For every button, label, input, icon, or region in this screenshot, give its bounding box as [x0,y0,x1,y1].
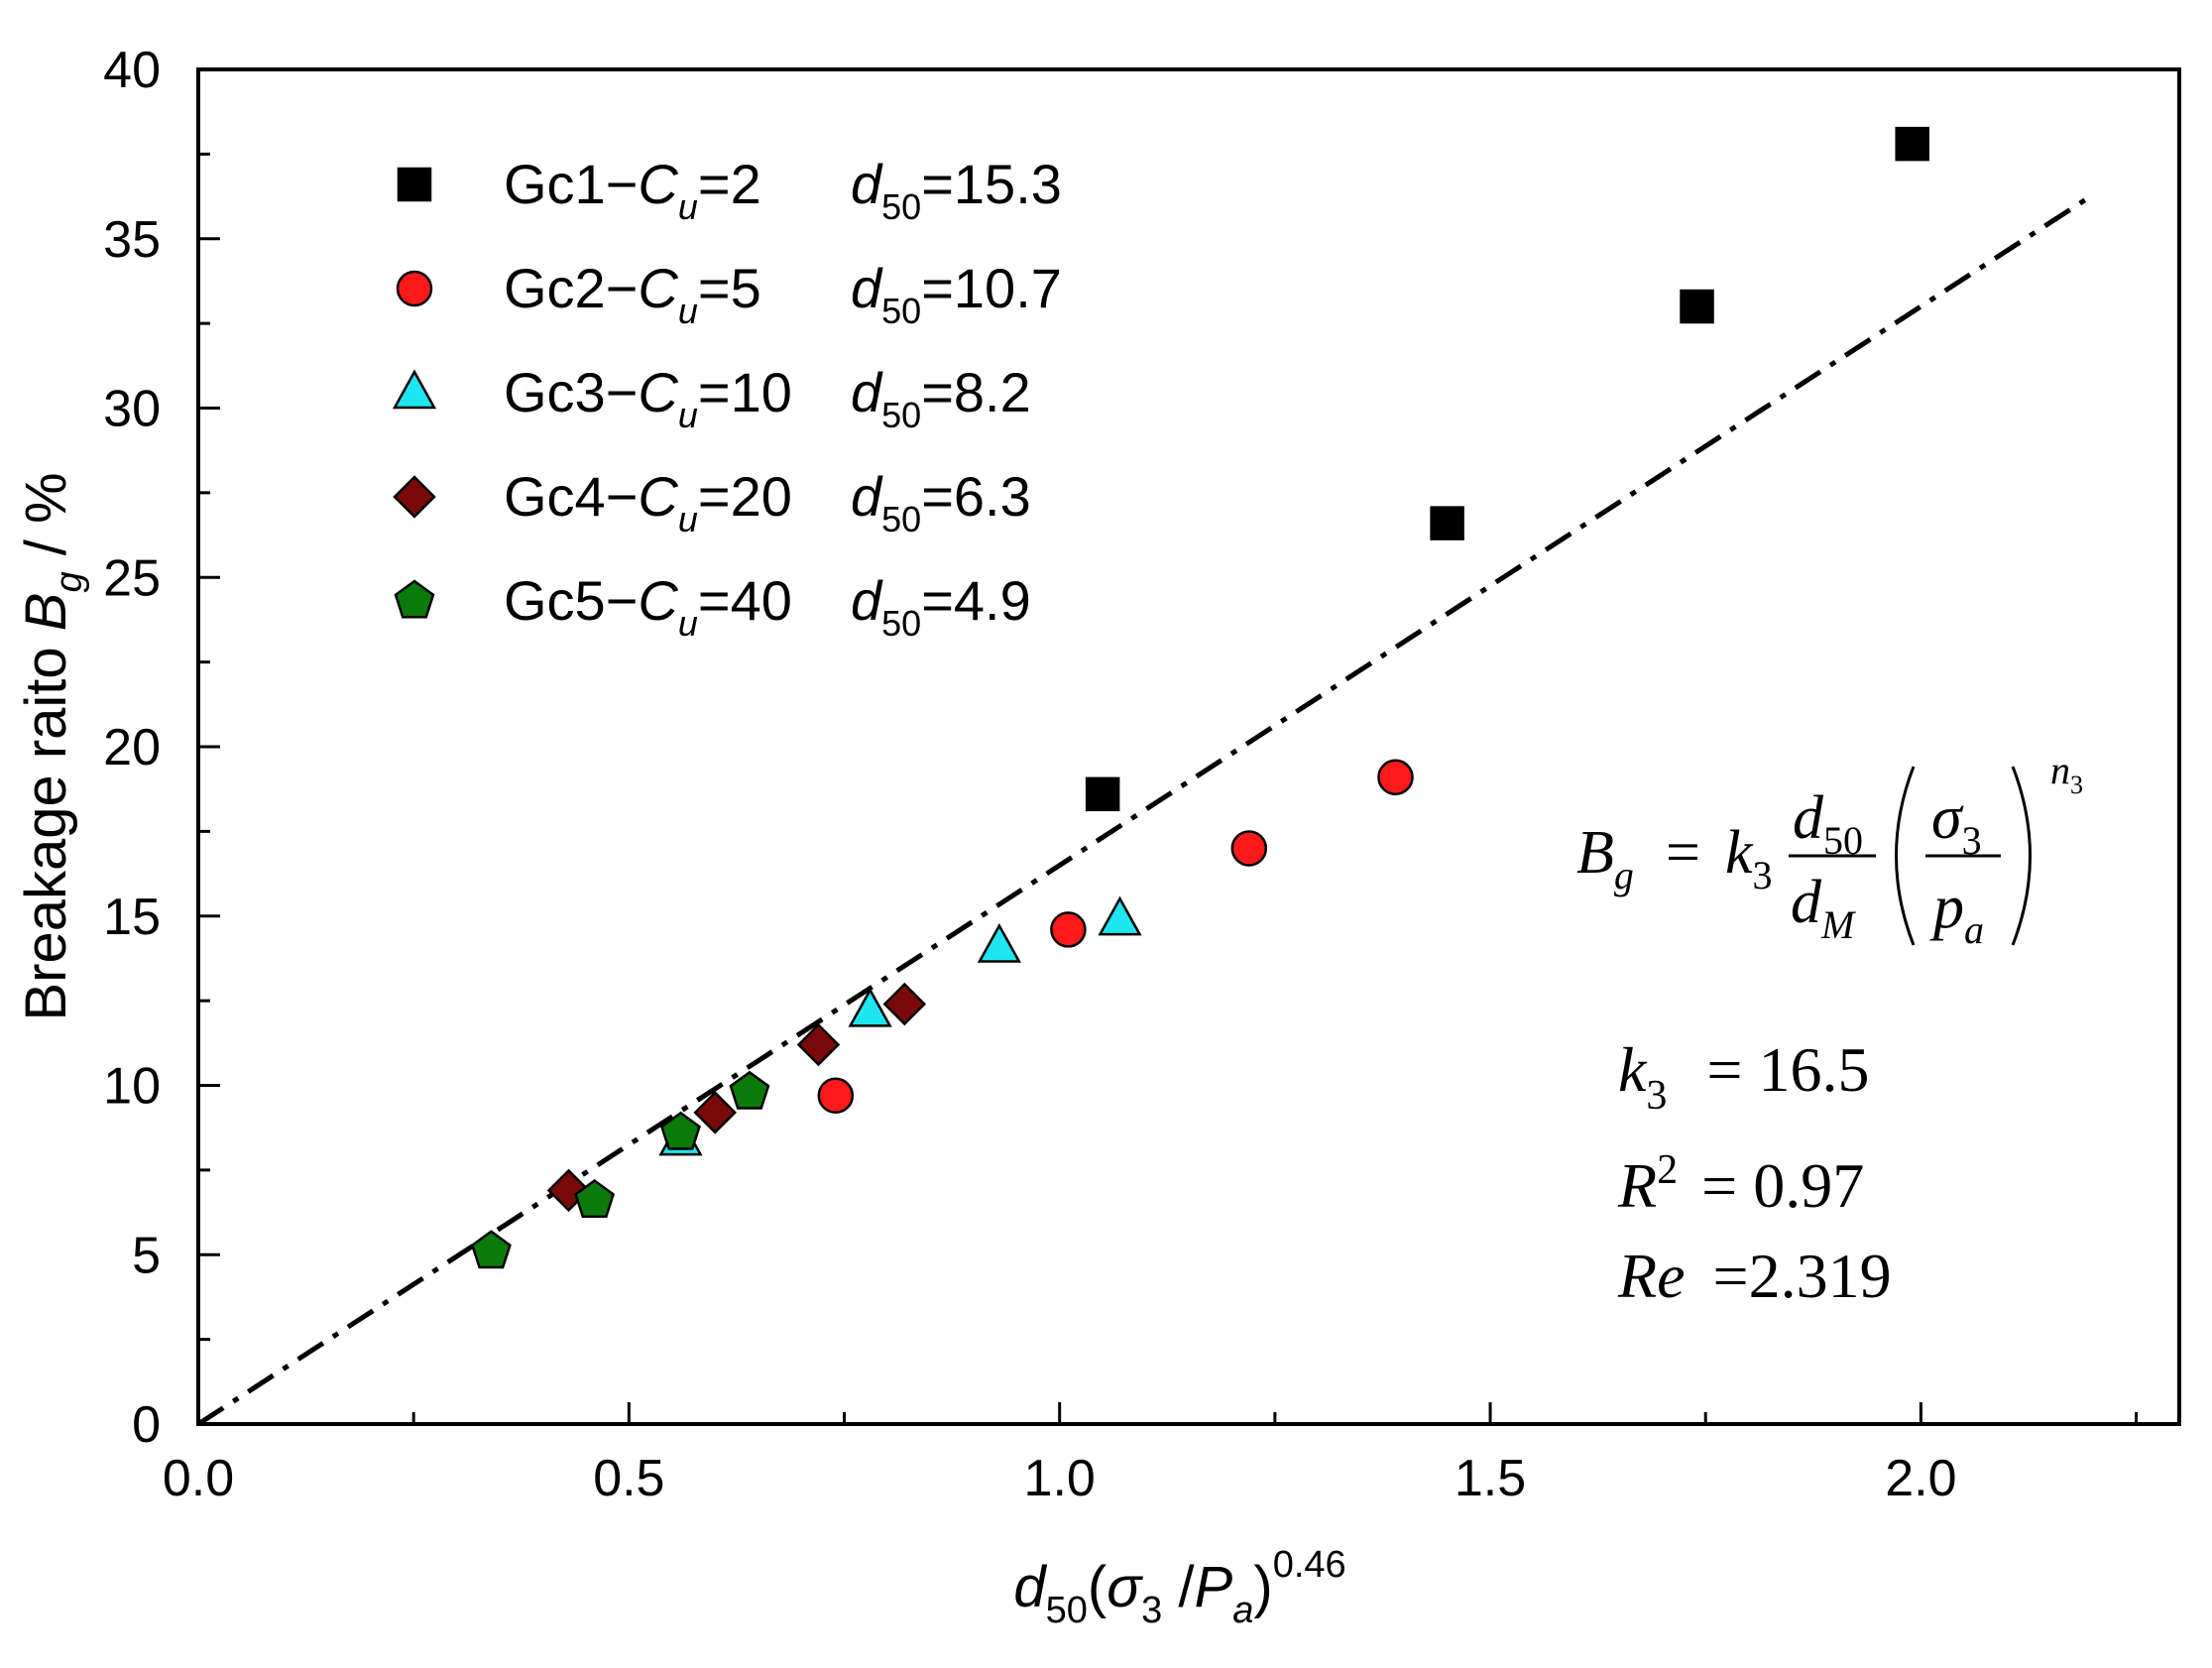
stat-re: Re =2.319 [1617,1241,1892,1311]
legend-entry-gc5: Gc5−Cu=40 d50=4.9 [394,569,1031,644]
y-tick-label: 15 [103,889,161,946]
stat-r2: R2 = 0.97 [1617,1147,1864,1221]
data-point-gc1 [1680,289,1714,324]
data-point-gc4 [882,982,927,1026]
legend-d50-gc1: d50=15.3 [851,153,1062,227]
data-point-gc3 [977,922,1022,963]
fit-line [196,192,2095,1427]
data-point-gc4 [796,1022,841,1067]
data-point-gc1 [1430,506,1464,540]
data-point-gc5 [470,1230,512,1269]
formula-exponent: n3 [2050,748,2083,799]
legend-entry-gc2: Gc2−Cu=5 d50=10.7 [396,257,1062,331]
formula-right-paren [2011,766,2032,946]
x-axis-ticks: 0.0 0.5 1.0 1.5 2.0 [163,1402,2139,1507]
legend-d50-gc3: d50=8.2 [851,361,1031,435]
formula-pa: pa [1929,874,1984,952]
legend-marker-shape-gc3 [392,369,437,410]
y-axis-ticks: 0 5 10 15 20 25 30 35 40 [103,42,220,1454]
legend-marker-gc2 [396,270,433,307]
legend-entry-gc3: Gc3−Cu=10 d50=8.2 [392,361,1031,435]
y-tick-label: 25 [103,549,161,607]
legend-entry-gc1: Gc1−Cu=2 d50=15.3 [397,153,1062,227]
data-point-gc2 [1050,911,1087,948]
y-tick-label: 30 [103,381,161,438]
x-axis-title: d50(σ3 /Pa)0.46 [1013,1544,1345,1631]
x-tick-label: 1.5 [1455,1450,1526,1507]
x-tick-label: 2.0 [1885,1450,1956,1507]
legend-d50-gc4: d50=6.3 [851,465,1031,539]
data-points [470,126,1929,1269]
data-point-gc5 [729,1070,770,1110]
x-tick-label: 1.0 [1024,1450,1096,1507]
y-tick-label: 20 [103,719,161,776]
x-tick-label: 0.0 [163,1450,234,1507]
legend-marker-shape-gc4 [393,475,436,519]
legend: Gc1−Cu=2 d50=15.3 Gc2−Cu=5 d50=10.7 Gc3−… [392,153,1062,644]
legend-entry-gc4: Gc4−Cu=20 d50=6.3 [393,465,1031,539]
data-point-gc5 [574,1179,616,1219]
y-axis-title: Breakage raito Bg / % [14,472,90,1020]
legend-marker-shape-gc1 [397,167,432,202]
legend-marker-gc4 [393,475,436,519]
y-tick-label: 35 [103,211,161,269]
data-point-gc3 [848,987,892,1027]
data-point-gc2 [1230,830,1268,867]
legend-label-gc3: Gc3−Cu=10 [504,361,792,435]
y-tick-label: 5 [132,1227,161,1284]
plot-frame [196,67,2181,1426]
legend-marker-gc1 [397,167,432,202]
legend-label-gc2: Gc2−Cu=5 [504,257,761,331]
legend-marker-gc5 [394,579,435,619]
fit-formula: Bg = k3 d50 dM σ3 pa n3 [1576,748,2083,952]
formula-numerator: d50 [1793,784,1863,863]
formula-equals: = [1666,819,1700,887]
formula-left-paren [1895,766,1916,946]
x-tick-label: 0.5 [593,1450,664,1507]
legend-d50-gc2: d50=10.7 [851,257,1062,331]
formula-sigma: σ3 [1931,784,1982,863]
formula-bg: Bg [1576,819,1634,897]
formula-denominator: dM [1791,869,1857,947]
stat-k3: k3 = 16.5 [1618,1034,1870,1119]
legend-marker-gc3 [392,369,437,410]
data-point-gc3 [1098,895,1142,936]
data-point-gc4 [693,1091,737,1134]
formula-k3: k3 [1725,819,1773,897]
data-point-gc1 [1085,776,1120,812]
data-point-gc2 [1377,759,1414,795]
y-tick-label: 40 [103,42,161,99]
data-point-gc5 [659,1111,701,1150]
y-tick-label: 10 [103,1058,161,1116]
legend-marker-shape-gc2 [396,270,433,307]
legend-label-gc4: Gc4−Cu=20 [504,465,792,539]
data-point-gc1 [1895,126,1929,162]
fit-stats: k3 = 16.5 R2 = 0.97 Re =2.319 [1617,1034,1892,1311]
data-point-gc2 [817,1077,855,1114]
legend-d50-gc5: d50=4.9 [851,569,1031,644]
legend-label-gc1: Gc1−Cu=2 [504,153,761,227]
y-tick-label: 0 [132,1396,161,1454]
legend-marker-shape-gc5 [394,579,435,619]
legend-label-gc5: Gc5−Cu=40 [504,569,792,644]
